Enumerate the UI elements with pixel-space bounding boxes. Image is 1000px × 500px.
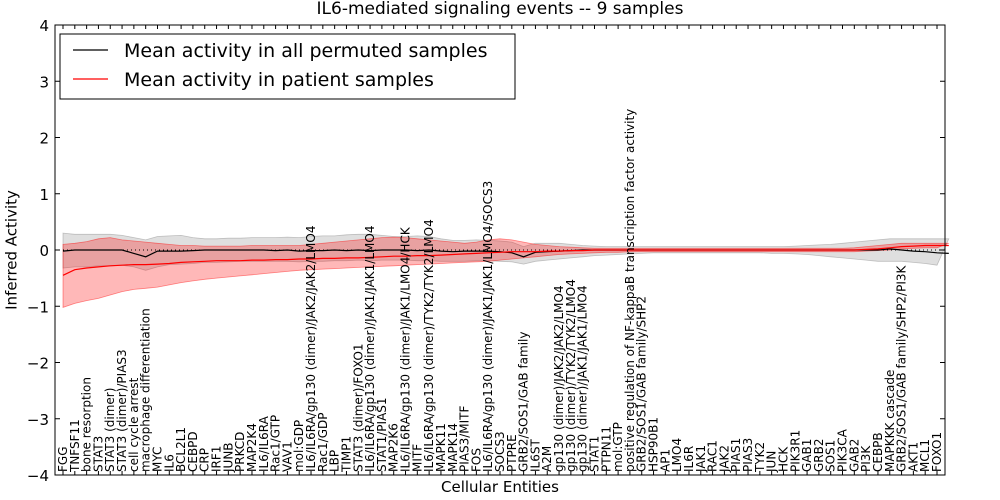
x-tick-label: MAPKKK cascade (883, 370, 897, 472)
y-axis-ticks: −4 −3 −2 −1 0 1 2 3 4 (27, 17, 945, 485)
x-tick-label: STAT3 (dimer) (103, 388, 117, 472)
x-tick-label: GAB2 (847, 439, 861, 472)
x-axis-ticks (62, 25, 938, 475)
y-tick-label: 3 (39, 73, 49, 91)
x-tick-label: TYK2 (753, 442, 767, 473)
x-tick-label: BCL2L1 (174, 427, 188, 472)
x-tick-label: IL6/IL6RA/gp130 (dimer)/TYK2/TYK2/LMO4 (422, 219, 436, 472)
x-tick-label: MCL1 (918, 439, 932, 472)
x-tick-label: FOXO1 (930, 432, 944, 472)
series-line-patient (62, 244, 949, 276)
y-tick-label: 2 (39, 130, 49, 148)
plot-frame (54, 24, 946, 476)
x-tick-label: macrophage differentiation (139, 308, 153, 472)
x-axis-label: Cellular Entities (441, 478, 559, 496)
x-tick-label: IL6/IL6RA/gp130 (dimer)/JAK1/JAK1/LMO4 (363, 226, 377, 472)
x-tick-label: RAC1 (706, 440, 720, 472)
x-tick-label: mol:GDP (292, 420, 306, 472)
x-tick-label: IL6/IL6RA/gp130 (dimer)/JAK1/JAK1/LMO4/S… (481, 181, 495, 472)
y-tick-label: 0 (39, 242, 49, 260)
y-tick-label: −4 (27, 467, 49, 485)
x-tick-label: IL6ST (528, 439, 542, 472)
x-tick-label: CRP (198, 448, 212, 472)
x-tick-label: PIK3CA (836, 428, 850, 472)
x-tick-label: GRB2/SOS1/GAB family (517, 332, 531, 473)
x-tick-label: GRB2/SOS1/GAB family/SHP2/PI3K (895, 264, 909, 472)
x-tick-label: STAT3 (dimer)/PIAS3 (115, 349, 129, 472)
x-tick-label: LMO4 (670, 438, 684, 472)
x-tick-label: mol:GTP (611, 422, 625, 472)
x-tick-label: IL6R (682, 446, 696, 472)
x-tick-label: MAP2K4 (245, 423, 259, 472)
x-tick-label: Rac1/GDP (316, 413, 330, 472)
y-tick-label: −2 (27, 355, 49, 373)
x-tick-label: LBP (328, 450, 342, 472)
x-tick-label: IL6/IL6RA/gp130 (dimer)/JAK1/LMO4/HCK (399, 226, 413, 472)
x-tick-label: PIK3R1 (788, 430, 802, 472)
x-tick-label: PRKCD (233, 432, 247, 472)
x-tick-label: JAK1 (694, 445, 708, 473)
x-tick-label: Rac1/GTP (269, 415, 283, 472)
x-tick-label: GAB1 (800, 439, 814, 472)
x-tick-label: SOS1 (824, 440, 838, 472)
x-tick-label: IL6/IL6RA (257, 415, 271, 472)
x-tick-label: JUN (765, 451, 779, 473)
y-axis-label: Inferred Activity (3, 190, 21, 310)
x-tick-label: AKT1 (906, 442, 920, 472)
legend-label-permuted: Mean activity in all permuted samples (124, 40, 487, 62)
legend-label-patient: Mean activity in patient samples (124, 69, 434, 91)
x-tick-label: PIAS3/MITF (458, 405, 472, 472)
x-tick-label: bone resorption (80, 377, 94, 472)
x-tick-label: gp130 (dimer)/JAK1/JAK1/LMO4 (576, 285, 590, 472)
confidence-bands (62, 232, 950, 308)
x-tick-label: HSP90B1 (647, 417, 661, 472)
x-tick-label: FOS (469, 448, 483, 472)
x-tick-label: PTPN11 (599, 426, 613, 472)
y-tick-label: −1 (27, 298, 49, 316)
x-tick-label: JUNB (221, 442, 235, 473)
x-tick-label: cell cycle arrest (127, 377, 141, 472)
x-tick-label: STAT1 (587, 436, 601, 472)
x-tick-label: A2M (540, 446, 554, 472)
x-tick-label: MAP2K6 (387, 423, 401, 472)
y-tick-label: −3 (27, 411, 49, 429)
x-tick-label: JAK2 (717, 445, 731, 473)
x-tick-label: PIAS1 (729, 438, 743, 472)
x-tick-label: STAT1/PIAS1 (375, 397, 389, 472)
x-tick-label: VAV1 (280, 441, 294, 472)
series-lines (62, 244, 949, 276)
legend-box (59, 33, 516, 100)
x-tick-label: SOCS3 (493, 431, 507, 472)
x-tick-label: MAPK11 (434, 423, 448, 472)
x-tick-label: STAT3 (dimer)/FOXO1 (351, 343, 365, 472)
x-tick-label: gp130 (dimer)/JAK2/JAK2/LMO4 (552, 285, 566, 472)
x-tick-label: TIMP1 (339, 436, 353, 473)
x-tick-label: MAPK14 (446, 423, 460, 472)
x-tick-label: positive regulation of NF-kappaB transcr… (623, 109, 637, 472)
x-tick-label: MITF (410, 444, 424, 472)
x-tick-label: IL6/IL6RA/gp130 (dimer)/JAK2/JAK2/LMO4 (304, 226, 318, 472)
x-tick-label: GRB2/SOS1/GAB family/SHP2 (635, 296, 649, 472)
x-tick-label: TNFSF11 (68, 419, 82, 473)
x-tick-label: PIAS3 (741, 438, 755, 472)
x-tick-label: STAT3 (91, 436, 105, 472)
x-tick-label: HCK (776, 446, 790, 472)
x-tick-label: CEBPB (871, 432, 885, 472)
chart-title: IL6-mediated signaling events -- 9 sampl… (317, 0, 684, 19)
x-tick-label: MYC (150, 447, 164, 472)
y-tick-label: 4 (39, 17, 49, 35)
y-tick-label: 1 (39, 186, 49, 204)
x-tick-label: FGG (56, 447, 70, 473)
x-tick-label: PI3K (859, 445, 873, 472)
x-tick-label: PTPRE (505, 434, 519, 472)
x-tick-label: IRF1 (210, 446, 224, 472)
x-tick-label: CEBPD (186, 431, 200, 472)
x-tick-label: gp130 (dimer)/TYK2/TYK2/LMO4 (564, 279, 578, 472)
x-tick-label: GRB2 (812, 438, 826, 472)
legend: Mean activity in all permuted samples Me… (59, 33, 516, 100)
x-tick-label: AP1 (658, 449, 672, 472)
x-tick-label: IL6 (162, 454, 176, 472)
